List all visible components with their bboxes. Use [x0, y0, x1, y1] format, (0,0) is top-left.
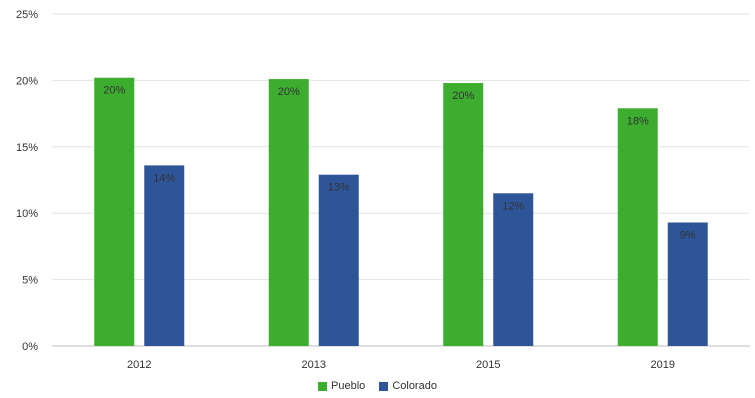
data-label: 18%	[627, 115, 649, 127]
x-tick-label: 2015	[476, 359, 500, 371]
legend-item-colorado: Colorado	[379, 380, 437, 392]
legend: Pueblo Colorado	[0, 380, 755, 392]
bar-pueblo	[94, 77, 135, 346]
legend-label-pueblo: Pueblo	[331, 380, 366, 392]
y-tick-label: 10%	[16, 208, 38, 220]
y-tick-label: 15%	[16, 142, 38, 154]
data-label: 20%	[278, 86, 300, 98]
bar-pueblo	[268, 79, 309, 347]
data-label: 20%	[452, 90, 474, 102]
bar-pueblo	[443, 83, 484, 346]
legend-swatch-colorado	[379, 381, 389, 391]
y-tick-label: 5%	[22, 275, 38, 287]
bar-colorado	[667, 222, 708, 346]
data-label: 13%	[328, 182, 350, 194]
x-tick-label: 2013	[302, 359, 326, 371]
data-label: 20%	[103, 85, 125, 97]
bar-colorado	[144, 165, 185, 346]
bar-colorado	[318, 174, 359, 346]
y-tick-label: 0%	[22, 341, 38, 353]
data-label: 12%	[502, 200, 524, 212]
bar-colorado	[493, 193, 534, 346]
x-tick-label: 2012	[127, 359, 151, 371]
legend-swatch-pueblo	[318, 381, 328, 391]
y-tick-label: 20%	[16, 75, 38, 87]
data-label: 14%	[153, 172, 175, 184]
x-tick-label: 2019	[651, 359, 675, 371]
legend-item-pueblo: Pueblo	[318, 380, 365, 392]
data-label: 9%	[680, 229, 696, 241]
bar-pueblo	[617, 108, 658, 347]
legend-label-colorado: Colorado	[392, 380, 437, 392]
y-tick-label: 25%	[16, 9, 38, 21]
